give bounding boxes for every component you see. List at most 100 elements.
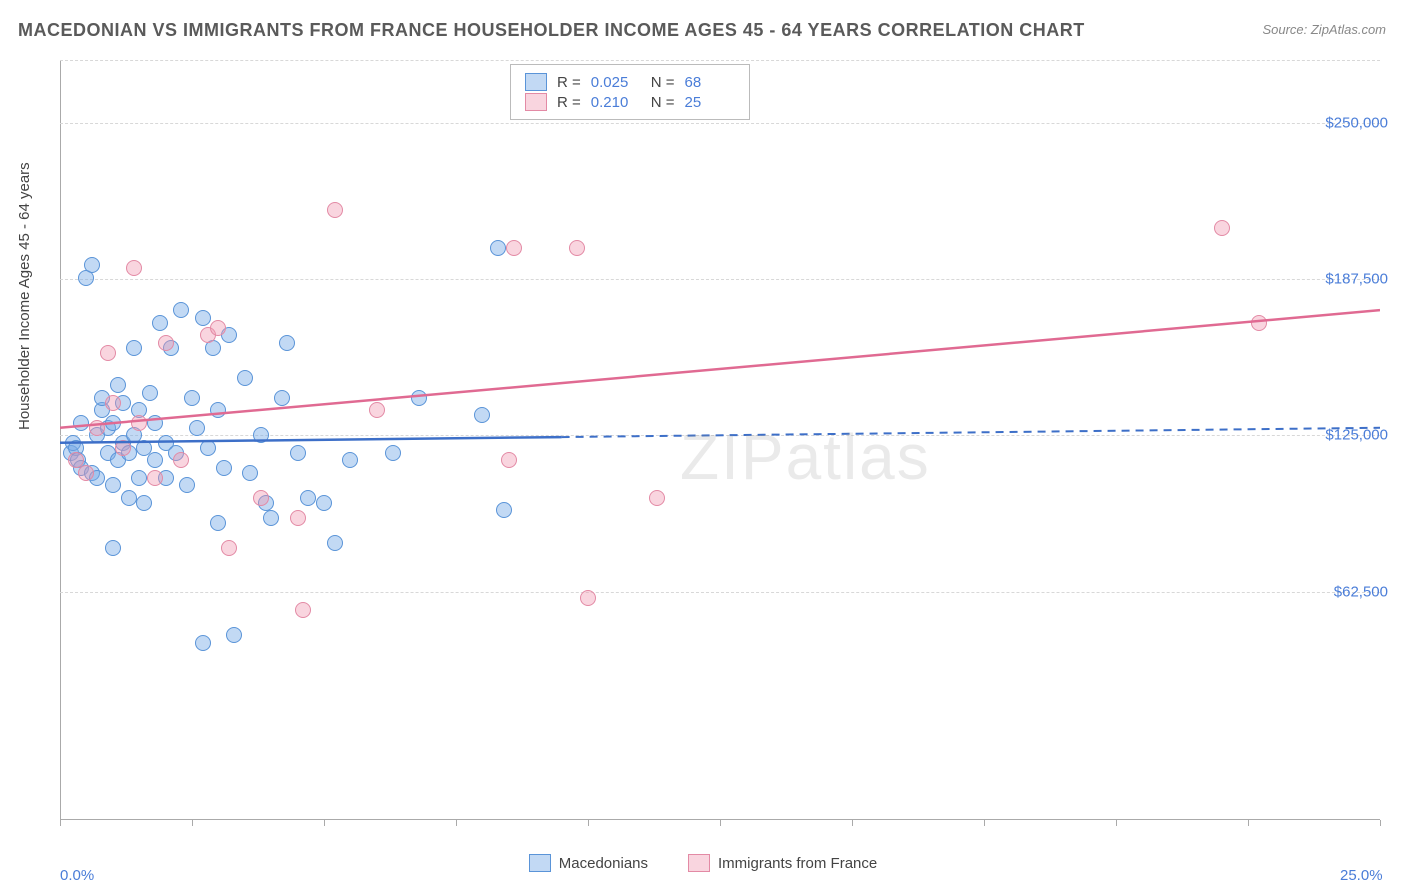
scatter-point <box>385 445 401 461</box>
stats-legend-box: R = 0.025 N = 68 R = 0.210 N = 25 <box>510 64 750 120</box>
scatter-point <box>569 240 585 256</box>
y-axis-line <box>60 60 61 820</box>
scatter-point <box>147 415 163 431</box>
gridline <box>60 279 1380 280</box>
gridline <box>60 123 1380 124</box>
legend-item-blue: Macedonians <box>529 854 648 872</box>
r-value-blue: 0.025 <box>591 74 641 91</box>
yaxis-label: Householder Income Ages 45 - 64 years <box>16 162 33 430</box>
legend-item-pink: Immigrants from France <box>688 854 877 872</box>
swatch-pink-icon <box>688 854 710 872</box>
scatter-point <box>295 602 311 618</box>
scatter-point <box>126 260 142 276</box>
scatter-point <box>126 340 142 356</box>
scatter-point <box>115 440 131 456</box>
r-label: R = <box>557 94 581 111</box>
footer-legend: Macedonians Immigrants from France <box>0 854 1406 872</box>
swatch-pink-icon <box>525 93 547 111</box>
scatter-point <box>263 510 279 526</box>
scatter-point <box>195 635 211 651</box>
ytick-label: $250,000 <box>1325 114 1388 131</box>
n-label: N = <box>651 74 675 91</box>
swatch-blue-icon <box>525 73 547 91</box>
chart-title: MACEDONIAN VS IMMIGRANTS FROM FRANCE HOU… <box>18 20 1085 41</box>
scatter-point <box>221 540 237 556</box>
source-attribution: Source: ZipAtlas.com <box>1262 22 1386 37</box>
scatter-point <box>147 452 163 468</box>
scatter-point <box>136 495 152 511</box>
r-label: R = <box>557 74 581 91</box>
scatter-point <box>179 477 195 493</box>
scatter-point <box>253 490 269 506</box>
scatter-point <box>216 460 232 476</box>
scatter-point <box>253 427 269 443</box>
gridline <box>60 592 1380 593</box>
stats-row-blue: R = 0.025 N = 68 <box>525 73 735 91</box>
scatter-point <box>237 370 253 386</box>
scatter-point <box>105 395 121 411</box>
xtick-mark <box>852 820 853 826</box>
scatter-point <box>369 402 385 418</box>
scatter-point <box>78 465 94 481</box>
scatter-point <box>189 420 205 436</box>
scatter-point <box>300 490 316 506</box>
scatter-point <box>327 202 343 218</box>
scatter-point <box>200 440 216 456</box>
legend-label-pink: Immigrants from France <box>718 855 877 872</box>
scatter-point <box>506 240 522 256</box>
xtick-mark <box>456 820 457 826</box>
scatter-point <box>1251 315 1267 331</box>
scatter-point <box>496 502 512 518</box>
scatter-point <box>290 510 306 526</box>
legend-label-blue: Macedonians <box>559 855 648 872</box>
n-label: N = <box>651 94 675 111</box>
scatter-point <box>131 470 147 486</box>
scatter-point <box>105 477 121 493</box>
scatter-point <box>89 420 105 436</box>
scatter-point <box>316 495 332 511</box>
scatter-point <box>649 490 665 506</box>
scatter-point <box>279 335 295 351</box>
scatter-point <box>210 320 226 336</box>
ytick-label: $125,000 <box>1325 427 1388 444</box>
xtick-mark <box>324 820 325 826</box>
scatter-point <box>121 490 137 506</box>
xtick-mark <box>984 820 985 826</box>
watermark: ZIPatlas <box>680 420 931 494</box>
scatter-point <box>173 452 189 468</box>
xtick-mark <box>1116 820 1117 826</box>
xtick-mark <box>1248 820 1249 826</box>
scatter-point <box>1214 220 1230 236</box>
scatter-point <box>290 445 306 461</box>
ytick-label: $62,500 <box>1334 583 1388 600</box>
scatter-point <box>105 415 121 431</box>
scatter-point <box>105 540 121 556</box>
scatter-point <box>210 515 226 531</box>
scatter-point <box>490 240 506 256</box>
scatter-point <box>411 390 427 406</box>
n-value-blue: 68 <box>685 74 735 91</box>
scatter-point <box>131 415 147 431</box>
stats-row-pink: R = 0.210 N = 25 <box>525 93 735 111</box>
scatter-point <box>142 385 158 401</box>
xtick-mark <box>588 820 589 826</box>
scatter-point <box>147 470 163 486</box>
scatter-point <box>158 335 174 351</box>
scatter-point <box>474 407 490 423</box>
scatter-point <box>210 402 226 418</box>
scatter-point <box>226 627 242 643</box>
scatter-point <box>73 415 89 431</box>
scatter-point <box>501 452 517 468</box>
xtick-mark <box>192 820 193 826</box>
scatter-point <box>327 535 343 551</box>
xtick-mark <box>60 820 61 826</box>
n-value-pink: 25 <box>685 94 735 111</box>
scatter-point <box>173 302 189 318</box>
scatter-point <box>100 345 116 361</box>
trendline-solid <box>60 310 1380 428</box>
scatter-point <box>195 310 211 326</box>
scatter-point <box>342 452 358 468</box>
scatter-point <box>274 390 290 406</box>
gridline <box>60 60 1380 61</box>
xtick-mark <box>1380 820 1381 826</box>
